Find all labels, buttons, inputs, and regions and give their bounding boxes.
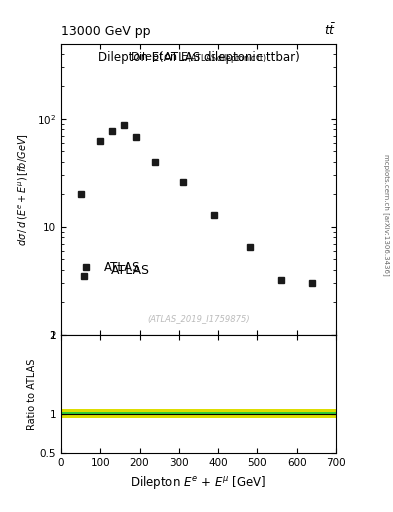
Text: mcplots.cern.ch [arXiv:1306.3436]: mcplots.cern.ch [arXiv:1306.3436] [383,154,390,276]
Text: $t\bar{t}$: $t\bar{t}$ [324,23,336,38]
Text: 13000 GeV pp: 13000 GeV pp [61,26,151,38]
Text: ATLAS: ATLAS [110,264,149,277]
Text: (ATLAS_2019_I1759875): (ATLAS_2019_I1759875) [147,314,250,323]
Legend: ATLAS: ATLAS [72,259,143,276]
Text: Dilepton E(ATLAS dileptonic ttbar): Dilepton E(ATLAS dileptonic ttbar) [97,51,299,64]
Y-axis label: Ratio to ATLAS: Ratio to ATLAS [27,358,37,430]
Y-axis label: $d\sigma\,/\,d\,(E^{e}+E^{\mu})\,[fb/GeV]$: $d\sigma\,/\,d\,(E^{e}+E^{\mu})\,[fb/GeV… [17,133,31,246]
X-axis label: Dilepton $E^{e}$ + $E^{\mu}$ [GeV]: Dilepton $E^{e}$ + $E^{\mu}$ [GeV] [130,474,267,490]
Text: Dilepton E$_{\rm (ATLAS\,dileptonic\,t\bar{t})}$: Dilepton E$_{\rm (ATLAS\,dileptonic\,t\b… [130,51,267,67]
